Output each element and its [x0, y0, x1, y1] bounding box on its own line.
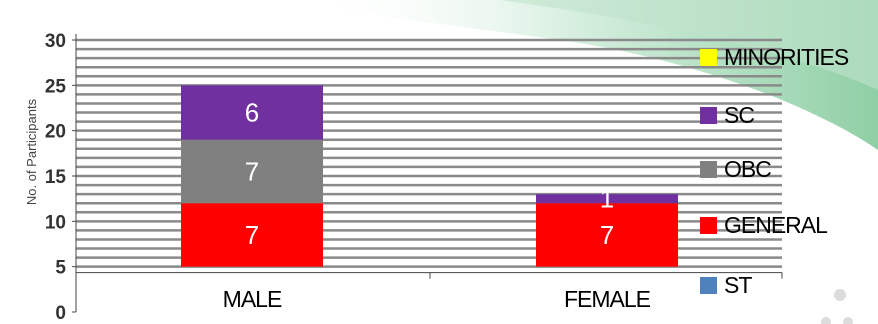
legend-swatch	[700, 49, 717, 66]
legend-item-minorities: MINORITIES	[700, 44, 849, 71]
y-tick-label: 10	[45, 212, 66, 233]
legend-item-st: ST	[700, 272, 752, 299]
decor-dot	[834, 289, 846, 301]
swoosh-band-inner	[500, 0, 878, 90]
y-tick-label: 15	[45, 167, 67, 188]
legend: MINORITIES SC OBC GENERAL ST	[700, 44, 878, 304]
data-label: 7	[600, 220, 614, 250]
legend-item-general: GENERAL	[700, 212, 828, 239]
y-axis-title: No. of Participants	[24, 98, 39, 205]
y-tick-label: 5	[55, 258, 66, 279]
bar-segment-obc-male	[181, 139, 323, 204]
decor-dot	[821, 317, 831, 324]
bar-segment-general-female	[536, 203, 678, 267]
legend-swatch	[700, 217, 717, 234]
legend-label: OBC	[724, 156, 772, 182]
bar-segment-sc-male	[181, 85, 323, 140]
data-label: 7	[245, 220, 259, 250]
axes	[75, 34, 783, 312]
data-label: 6	[245, 98, 259, 128]
x-category-labels: MALE FEMALE	[223, 286, 652, 312]
y-tick-label: 30	[45, 31, 66, 52]
data-label: 7	[245, 156, 259, 186]
y-tick-labels: 0 5 10 15 20 25 30	[45, 31, 76, 324]
legend-label: ST	[724, 272, 752, 298]
category-label: MALE	[223, 286, 282, 312]
legend-swatch	[700, 107, 717, 124]
category-label: FEMALE	[564, 286, 651, 312]
legend-label: GENERAL	[724, 212, 828, 238]
data-label: 1	[600, 184, 614, 214]
legend-item-sc: SC	[700, 102, 755, 129]
legend-swatch	[700, 161, 717, 178]
legend-swatch	[700, 277, 717, 294]
y-tick-label: 25	[45, 76, 67, 97]
bar-segment-general-male	[181, 203, 323, 267]
y-tick-label: 0	[55, 303, 66, 324]
y-tick-label: 20	[45, 122, 66, 143]
legend-label: MINORITIES	[724, 44, 849, 70]
bar-segment-sc-female	[536, 194, 678, 204]
bars: 7 7 6 7 1	[181, 85, 678, 267]
decor-dot	[843, 317, 853, 324]
legend-item-obc: OBC	[700, 156, 772, 183]
legend-label: SC	[724, 102, 755, 128]
